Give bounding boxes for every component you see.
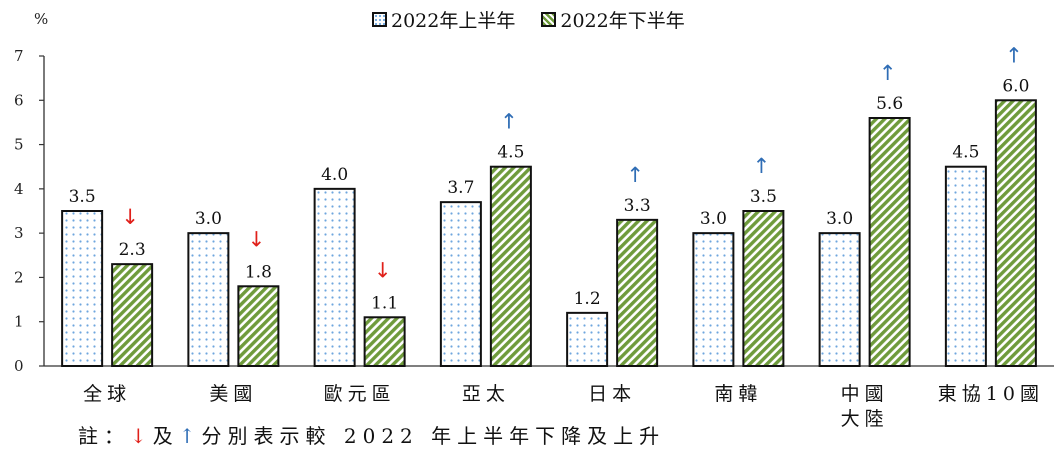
y-tick-label: 1 — [14, 313, 24, 331]
category-label: 美國 — [209, 383, 257, 405]
data-label-second-half: 3.3 — [624, 196, 651, 216]
data-label-second-half: 1.8 — [245, 262, 272, 282]
bar-second-half — [868, 117, 911, 367]
bar-first-half — [61, 210, 104, 367]
data-label-second-half: 2.3 — [119, 240, 146, 260]
up-arrow-icon: ↑ — [500, 110, 518, 134]
bar-first-half — [818, 232, 861, 367]
legend-label-first-half: 2022年上半年 — [391, 10, 516, 32]
data-label-first-half: 3.0 — [826, 209, 853, 229]
bar-first-half — [439, 201, 482, 367]
up-arrow-icon: ↑ — [1005, 43, 1023, 67]
bar-second-half — [363, 316, 406, 367]
y-tick-label: 4 — [14, 180, 24, 198]
data-label-first-half: 3.0 — [700, 209, 727, 229]
data-label-first-half: 4.5 — [952, 143, 979, 163]
data-label-second-half: 3.5 — [750, 187, 777, 207]
up-arrow-icon: ↑ — [626, 163, 644, 187]
bar-second-half — [111, 263, 154, 367]
bar-second-half — [489, 165, 532, 367]
bar-first-half — [692, 232, 735, 367]
y-axis-unit: % — [34, 10, 49, 28]
up-arrow-icon: ↑ — [753, 154, 771, 178]
bar-first-half — [187, 232, 230, 367]
down-arrow-icon: ↓ — [248, 227, 266, 251]
y-tick-label: 0 — [14, 357, 24, 375]
y-tick-label: 7 — [14, 47, 24, 65]
y-tick-label: 5 — [14, 136, 24, 154]
bar-first-half — [313, 187, 356, 367]
category-label: 亞太 — [462, 383, 510, 405]
data-label-first-half: 1.2 — [574, 289, 601, 309]
category-label: 東協10國 — [938, 383, 1044, 405]
category-label: 大陸 — [841, 408, 889, 430]
up-arrow-icon: ↑ — [879, 61, 897, 85]
bar-first-half — [566, 311, 609, 368]
bar-second-half — [994, 99, 1037, 368]
legend-item-second-half: 2022年下半年 — [541, 6, 685, 33]
bar-second-half — [742, 210, 785, 367]
category-label: 南韓 — [714, 383, 762, 405]
bar-second-half — [237, 285, 280, 367]
bar-second-half — [616, 218, 659, 367]
footnote-down-arrow: ↓ — [130, 424, 153, 448]
category-label: 全球 — [83, 383, 131, 405]
data-label-second-half: 5.6 — [876, 94, 903, 114]
data-label-second-half: 6.0 — [1002, 76, 1029, 96]
data-label-first-half: 4.0 — [321, 165, 348, 185]
data-label-first-half: 3.0 — [195, 209, 222, 229]
down-arrow-icon: ↓ — [374, 258, 392, 282]
legend: 2022年上半年 2022年下半年 — [372, 6, 685, 33]
bar-first-half — [944, 165, 987, 367]
category-label: 中國 — [841, 383, 889, 405]
footnote: 註：↓及↑分別表示較 2022 年上半年下降及上升 — [78, 420, 665, 449]
down-arrow-icon: ↓ — [121, 205, 139, 229]
footnote-connector: 及 — [152, 424, 179, 448]
data-label-second-half: 4.5 — [497, 143, 524, 163]
data-label-first-half: 3.7 — [447, 178, 474, 198]
legend-item-first-half: 2022年上半年 — [372, 6, 515, 33]
data-label-first-half: 3.5 — [69, 187, 96, 207]
data-label-second-half: 1.1 — [371, 293, 398, 313]
bar-chart: 0 1 2 3 4 5 6 7 3.5 2.3 ↓ 全球 3.0 1.8 ↓ 美國 4.0 1.1 ↓ 歐元區 3.7… — [14, 43, 1054, 430]
footnote-up-arrow: ↑ — [178, 424, 202, 448]
legend-swatch-second-half — [541, 12, 557, 27]
footnote-prefix: 註： — [78, 424, 130, 448]
y-tick-label: 6 — [14, 91, 24, 109]
category-label: 歐元區 — [324, 383, 396, 405]
category-label: 日本 — [588, 383, 636, 405]
footnote-text: 分別表示較 2022 年上半年下降及上升 — [201, 424, 666, 448]
legend-swatch-first-half — [372, 12, 387, 27]
legend-label-second-half: 2022年下半年 — [560, 10, 685, 32]
y-tick-label: 2 — [14, 268, 24, 286]
y-tick-label: 3 — [14, 224, 24, 242]
